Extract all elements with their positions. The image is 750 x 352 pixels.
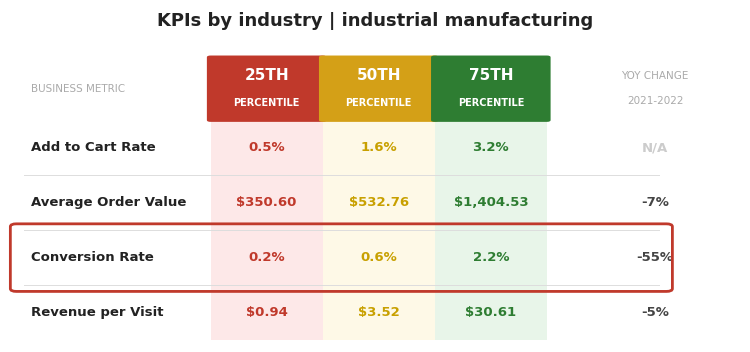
Text: 25TH: 25TH: [244, 68, 289, 83]
FancyBboxPatch shape: [207, 56, 326, 122]
FancyBboxPatch shape: [431, 56, 550, 122]
Bar: [211, 120, 322, 175]
Text: 2021-2022: 2021-2022: [627, 96, 683, 106]
Bar: [322, 175, 435, 230]
Text: $3.52: $3.52: [358, 306, 400, 319]
Text: -7%: -7%: [641, 196, 669, 209]
Text: 3.2%: 3.2%: [472, 141, 509, 154]
Text: 50TH: 50TH: [356, 68, 401, 83]
Text: KPIs by industry | industrial manufacturing: KPIs by industry | industrial manufactur…: [157, 12, 593, 30]
Text: $30.61: $30.61: [465, 306, 517, 319]
Text: PERCENTILE: PERCENTILE: [458, 98, 524, 108]
Text: BUSINESS METRIC: BUSINESS METRIC: [32, 84, 125, 94]
FancyBboxPatch shape: [319, 56, 439, 122]
Text: $0.94: $0.94: [246, 306, 287, 319]
Bar: [211, 285, 322, 340]
Bar: [435, 230, 547, 285]
Text: PERCENTILE: PERCENTILE: [233, 98, 300, 108]
Text: 0.5%: 0.5%: [248, 141, 285, 154]
Text: 0.2%: 0.2%: [248, 251, 285, 264]
Text: Add to Cart Rate: Add to Cart Rate: [32, 141, 156, 154]
Bar: [211, 230, 322, 285]
Text: 75TH: 75TH: [469, 68, 513, 83]
Text: -55%: -55%: [637, 251, 674, 264]
Bar: [322, 285, 435, 340]
Bar: [435, 120, 547, 175]
Text: Average Order Value: Average Order Value: [32, 196, 187, 209]
Text: YOY CHANGE: YOY CHANGE: [622, 71, 689, 81]
Text: -5%: -5%: [641, 306, 669, 319]
Bar: [211, 175, 322, 230]
Text: 2.2%: 2.2%: [472, 251, 509, 264]
Text: $1,404.53: $1,404.53: [454, 196, 528, 209]
Bar: [322, 120, 435, 175]
Text: N/A: N/A: [642, 141, 668, 154]
Text: Revenue per Visit: Revenue per Visit: [32, 306, 164, 319]
Bar: [322, 230, 435, 285]
Text: 1.6%: 1.6%: [361, 141, 397, 154]
Text: PERCENTILE: PERCENTILE: [346, 98, 412, 108]
Text: 0.6%: 0.6%: [360, 251, 397, 264]
Text: $532.76: $532.76: [349, 196, 409, 209]
Bar: [435, 285, 547, 340]
Text: $350.60: $350.60: [236, 196, 297, 209]
Text: Conversion Rate: Conversion Rate: [32, 251, 154, 264]
Bar: [435, 175, 547, 230]
